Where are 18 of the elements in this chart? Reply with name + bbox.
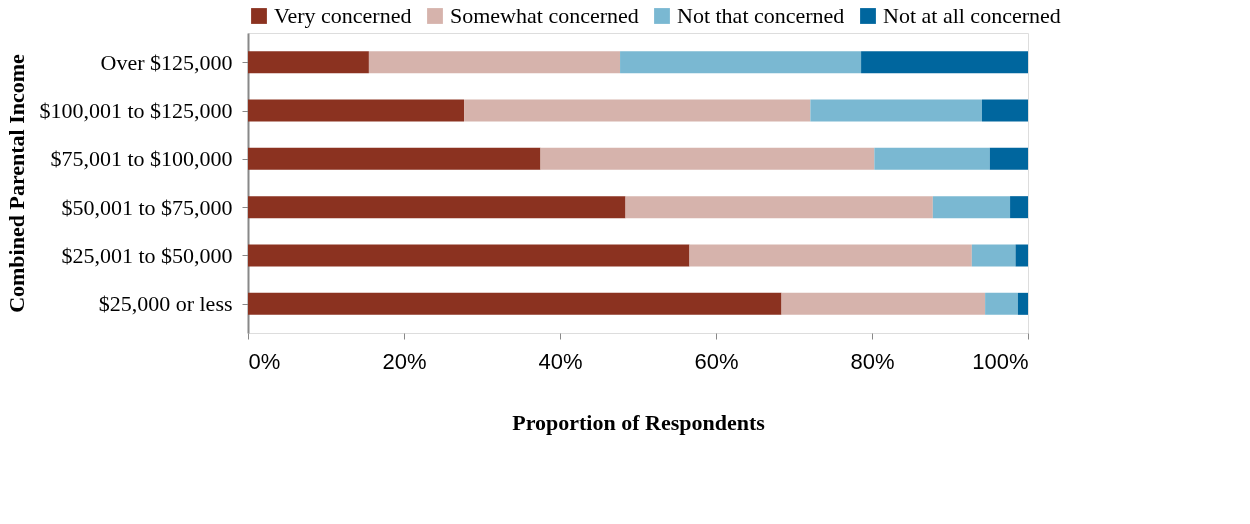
y-axis-title: Combined Parental Income (3, 53, 29, 313)
y-tick-label: $25,000 or less (98, 291, 233, 317)
y-tick-label: $100,001 to $125,000 (39, 98, 233, 123)
x-tick-label: 60% (694, 348, 739, 374)
x-tick-label: 20% (382, 348, 427, 374)
legend-label: Very concerned (274, 3, 412, 28)
x-axis-title: Proportion of Respondents (512, 409, 766, 435)
legend-label: Not that concerned (677, 3, 845, 28)
y-tick-label: $75,001 to $100,000 (50, 146, 233, 172)
x-tick-label: 80% (850, 348, 895, 374)
y-tick-label: Over $125,000 (100, 49, 233, 75)
legend-label: Somewhat concerned (450, 3, 639, 28)
y-tick-label: $25,001 to $50,000 (61, 243, 233, 268)
y-tick-label: $50,001 to $75,000 (61, 194, 233, 220)
x-tick-label: 40% (538, 348, 583, 374)
x-tick-label: 100% (972, 348, 1029, 374)
legend-label: Not at all concerned (883, 3, 1061, 28)
x-tick-label: 0% (248, 348, 281, 374)
